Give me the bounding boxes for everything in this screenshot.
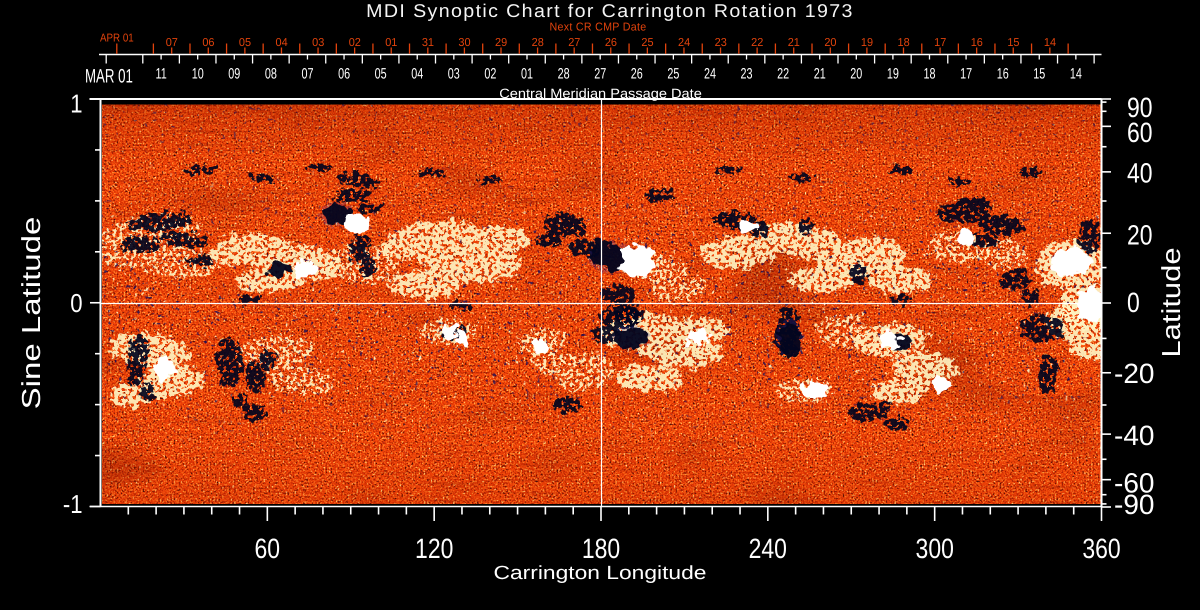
svg-text:31: 31 (422, 37, 434, 49)
svg-text:-60: -60 (1114, 468, 1154, 499)
svg-text:22: 22 (751, 37, 763, 49)
svg-text:09: 09 (228, 65, 240, 82)
svg-text:25: 25 (667, 65, 679, 82)
svg-text:25: 25 (641, 37, 653, 49)
svg-text:29: 29 (495, 37, 507, 49)
svg-text:360: 360 (1082, 533, 1120, 564)
svg-text:-40: -40 (1114, 420, 1154, 451)
svg-text:180: 180 (582, 533, 620, 564)
svg-text:1: 1 (70, 89, 82, 119)
svg-text:05: 05 (375, 65, 387, 82)
svg-text:28: 28 (532, 37, 544, 49)
svg-text:0: 0 (70, 288, 82, 318)
svg-text:04: 04 (276, 37, 289, 49)
svg-text:02: 02 (349, 37, 361, 49)
svg-text:07: 07 (301, 65, 313, 82)
svg-text:14: 14 (1070, 65, 1082, 82)
svg-text:90: 90 (1127, 92, 1153, 123)
svg-text:-20: -20 (1114, 358, 1154, 389)
svg-text:Next CR CMP Date: Next CR CMP Date (550, 22, 647, 34)
svg-text:27: 27 (594, 65, 606, 82)
svg-text:Sine Latitude: Sine Latitude (16, 217, 46, 410)
svg-text:11: 11 (155, 65, 166, 82)
svg-text:Latitude: Latitude (1156, 247, 1186, 357)
svg-text:21: 21 (788, 37, 800, 49)
svg-text:05: 05 (239, 37, 251, 49)
svg-text:300: 300 (916, 533, 954, 564)
svg-text:0: 0 (1127, 287, 1140, 318)
svg-text:06: 06 (338, 65, 350, 82)
svg-text:01: 01 (385, 37, 397, 49)
svg-text:240: 240 (749, 533, 787, 564)
svg-text:17: 17 (960, 65, 972, 82)
svg-text:19: 19 (861, 37, 873, 49)
svg-text:24: 24 (678, 37, 691, 49)
svg-text:120: 120 (415, 533, 453, 564)
svg-text:40: 40 (1127, 158, 1153, 189)
svg-text:03: 03 (448, 65, 460, 82)
svg-text:24: 24 (704, 65, 716, 82)
svg-text:03: 03 (312, 37, 324, 49)
svg-text:14: 14 (1044, 37, 1057, 49)
svg-text:30: 30 (458, 37, 470, 49)
svg-text:19: 19 (887, 65, 899, 82)
svg-text:16: 16 (997, 65, 1009, 82)
svg-text:15: 15 (1007, 37, 1019, 49)
svg-text:MDI Synoptic Chart for Carring: MDI Synoptic Chart for Carrington Rotati… (366, 0, 854, 21)
svg-text:-90: -90 (1114, 489, 1154, 520)
svg-text:07: 07 (166, 37, 178, 49)
svg-text:60: 60 (255, 533, 281, 564)
svg-text:Carrington Longitude: Carrington Longitude (494, 563, 707, 584)
svg-text:06: 06 (202, 37, 214, 49)
svg-text:17: 17 (934, 37, 946, 49)
svg-text:01: 01 (521, 65, 533, 82)
svg-text:26: 26 (631, 65, 643, 82)
svg-text:27: 27 (568, 37, 580, 49)
svg-text:08: 08 (265, 65, 277, 82)
svg-text:21: 21 (814, 65, 826, 82)
svg-text:20: 20 (1127, 220, 1153, 251)
svg-text:23: 23 (740, 65, 752, 82)
svg-text:10: 10 (192, 65, 204, 82)
svg-text:APR 01: APR 01 (100, 33, 134, 45)
svg-text:Central Meridian Passage Date: Central Meridian Passage Date (499, 86, 702, 101)
svg-text:16: 16 (971, 37, 983, 49)
svg-text:60: 60 (1127, 117, 1153, 148)
svg-text:04: 04 (411, 65, 423, 82)
svg-text:-1: -1 (63, 489, 83, 519)
svg-text:15: 15 (1033, 65, 1045, 82)
svg-text:02: 02 (484, 65, 496, 82)
svg-text:20: 20 (824, 37, 836, 49)
svg-text:22: 22 (777, 65, 789, 82)
svg-text:23: 23 (715, 37, 727, 49)
svg-text:28: 28 (558, 65, 570, 82)
svg-text:MAR 01: MAR 01 (85, 66, 133, 88)
svg-text:26: 26 (605, 37, 617, 49)
svg-text:18: 18 (898, 37, 910, 49)
svg-text:18: 18 (923, 65, 935, 82)
svg-text:20: 20 (850, 65, 862, 82)
